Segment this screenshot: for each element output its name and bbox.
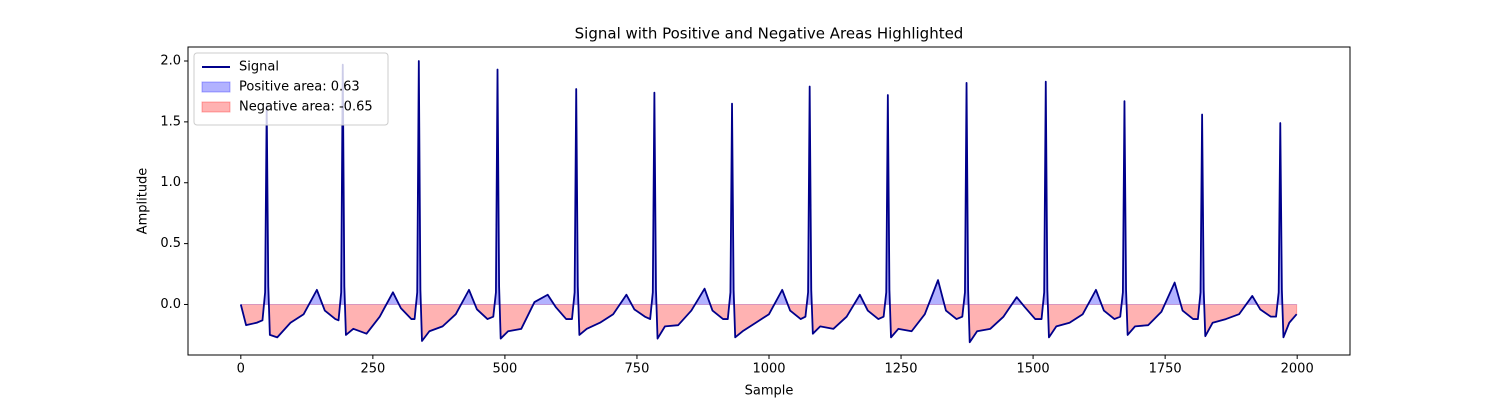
x-tick-label: 1500 [1017, 362, 1050, 377]
y-tick-label: 1.5 [160, 114, 181, 129]
legend-label: Negative area: -0.65 [239, 100, 373, 115]
x-tick-label: 2000 [1281, 362, 1314, 377]
signal-line [239, 60, 1298, 344]
y-tick-label: 1.0 [160, 175, 181, 190]
y-tick-label: 0.5 [160, 236, 181, 251]
legend-box [193, 52, 389, 126]
x-tick-label: 1750 [1149, 362, 1182, 377]
x-tick-label: 0 [237, 362, 245, 377]
y-tick-label: 0.0 [160, 297, 181, 312]
chart-title: Signal with Positive and Negative Areas … [575, 25, 964, 43]
x-tick-label: 750 [625, 362, 650, 377]
legend-label: Signal [239, 60, 279, 75]
legend-swatch [201, 81, 231, 93]
x-tick-label: 1250 [884, 362, 917, 377]
negative-area [240, 304, 1298, 344]
x-tick-label: 250 [360, 362, 385, 377]
legend-swatch [201, 101, 231, 113]
x-axis-label: Sample [745, 384, 794, 399]
y-tick-label: 2.0 [160, 54, 181, 69]
positive-area [240, 60, 1298, 305]
legend: Signal Positive area: 0.63 Negative area: … [193, 52, 389, 126]
legend-label: Positive area: 0.63 [239, 80, 360, 95]
x-tick-label: 1000 [752, 362, 785, 377]
x-tick-label: 500 [492, 362, 517, 377]
y-axis-label: Amplitude [136, 168, 151, 235]
